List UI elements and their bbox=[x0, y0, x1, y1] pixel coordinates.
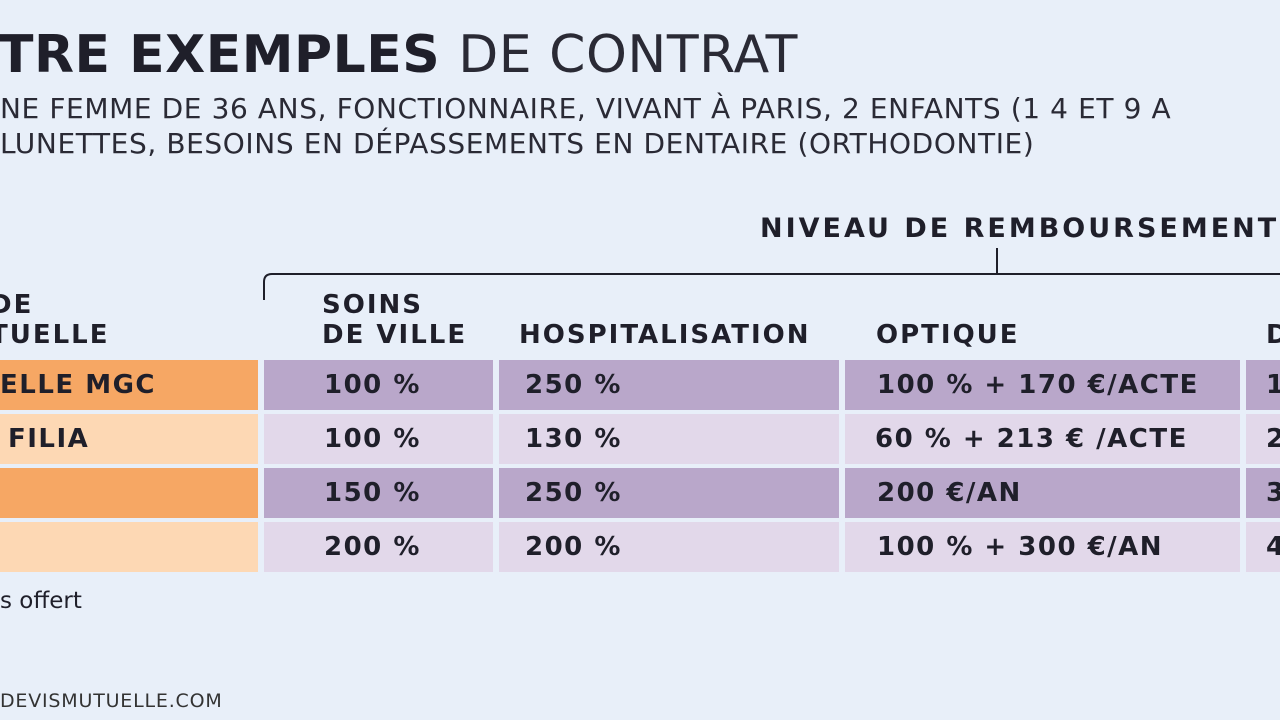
row-4-mutuelle bbox=[0, 522, 258, 572]
row-4-soins: 200 % bbox=[264, 522, 493, 572]
row-3-hospitalisation: 250 % bbox=[499, 468, 839, 518]
column-header-optique: OPTIQUE bbox=[876, 320, 1020, 350]
title-bold: TRE EXEMPLES bbox=[0, 25, 441, 85]
subtitle-line-1: NE FEMME DE 36 ANS, FONCTIONNAIRE, VIVAN… bbox=[0, 92, 1172, 125]
row-4-optique: 100 % + 300 €/AN bbox=[845, 522, 1240, 572]
row-4-hospitalisation: 200 % bbox=[499, 522, 839, 572]
footnote: s offert bbox=[0, 588, 82, 614]
row-1-hospitalisation: 250 % bbox=[499, 360, 839, 410]
row-2-soins: 100 % bbox=[264, 414, 493, 464]
page-title: TRE EXEMPLES DE CONTRAT bbox=[0, 22, 798, 88]
row-4-dentaire: 4 bbox=[1246, 522, 1280, 572]
row-3-dentaire: 3 bbox=[1246, 468, 1280, 518]
source-credit: DEVISMUTUELLE.COM bbox=[0, 690, 223, 712]
column-header-hospitalisation: HOSPITALISATION bbox=[519, 320, 811, 350]
reimbursement-brace bbox=[263, 248, 1280, 300]
row-1-soins: 100 % bbox=[264, 360, 493, 410]
row-3-soins: 150 % bbox=[264, 468, 493, 518]
row-2-optique: 60 % + 213 € /ACTE bbox=[845, 414, 1240, 464]
row-3-mutuelle bbox=[0, 468, 258, 518]
row-3-optique: 200 €/AN bbox=[845, 468, 1240, 518]
row-2-hospitalisation: 130 % bbox=[499, 414, 839, 464]
subtitle-line-2: LUNETTES, BESOINS EN DÉPASSEMENTS EN DEN… bbox=[0, 127, 1035, 160]
row-1-mutuelle: ELLE MGC bbox=[0, 360, 258, 410]
column-header-mutuelle: DE TUELLE bbox=[0, 290, 110, 350]
title-light: DE CONTRAT bbox=[458, 25, 798, 85]
reimbursement-header: NIVEAU DE REMBOURSEMENT bbox=[760, 213, 1280, 244]
row-1-dentaire: 1 bbox=[1246, 360, 1280, 410]
row-1-optique: 100 % + 170 €/ACTE bbox=[845, 360, 1240, 410]
column-header-dentaire: D bbox=[1266, 320, 1280, 350]
row-2-dentaire: 2 bbox=[1246, 414, 1280, 464]
row-2-mutuelle: FILIA bbox=[0, 414, 258, 464]
column-header-soins: SOINS DE VILLE bbox=[322, 290, 468, 350]
